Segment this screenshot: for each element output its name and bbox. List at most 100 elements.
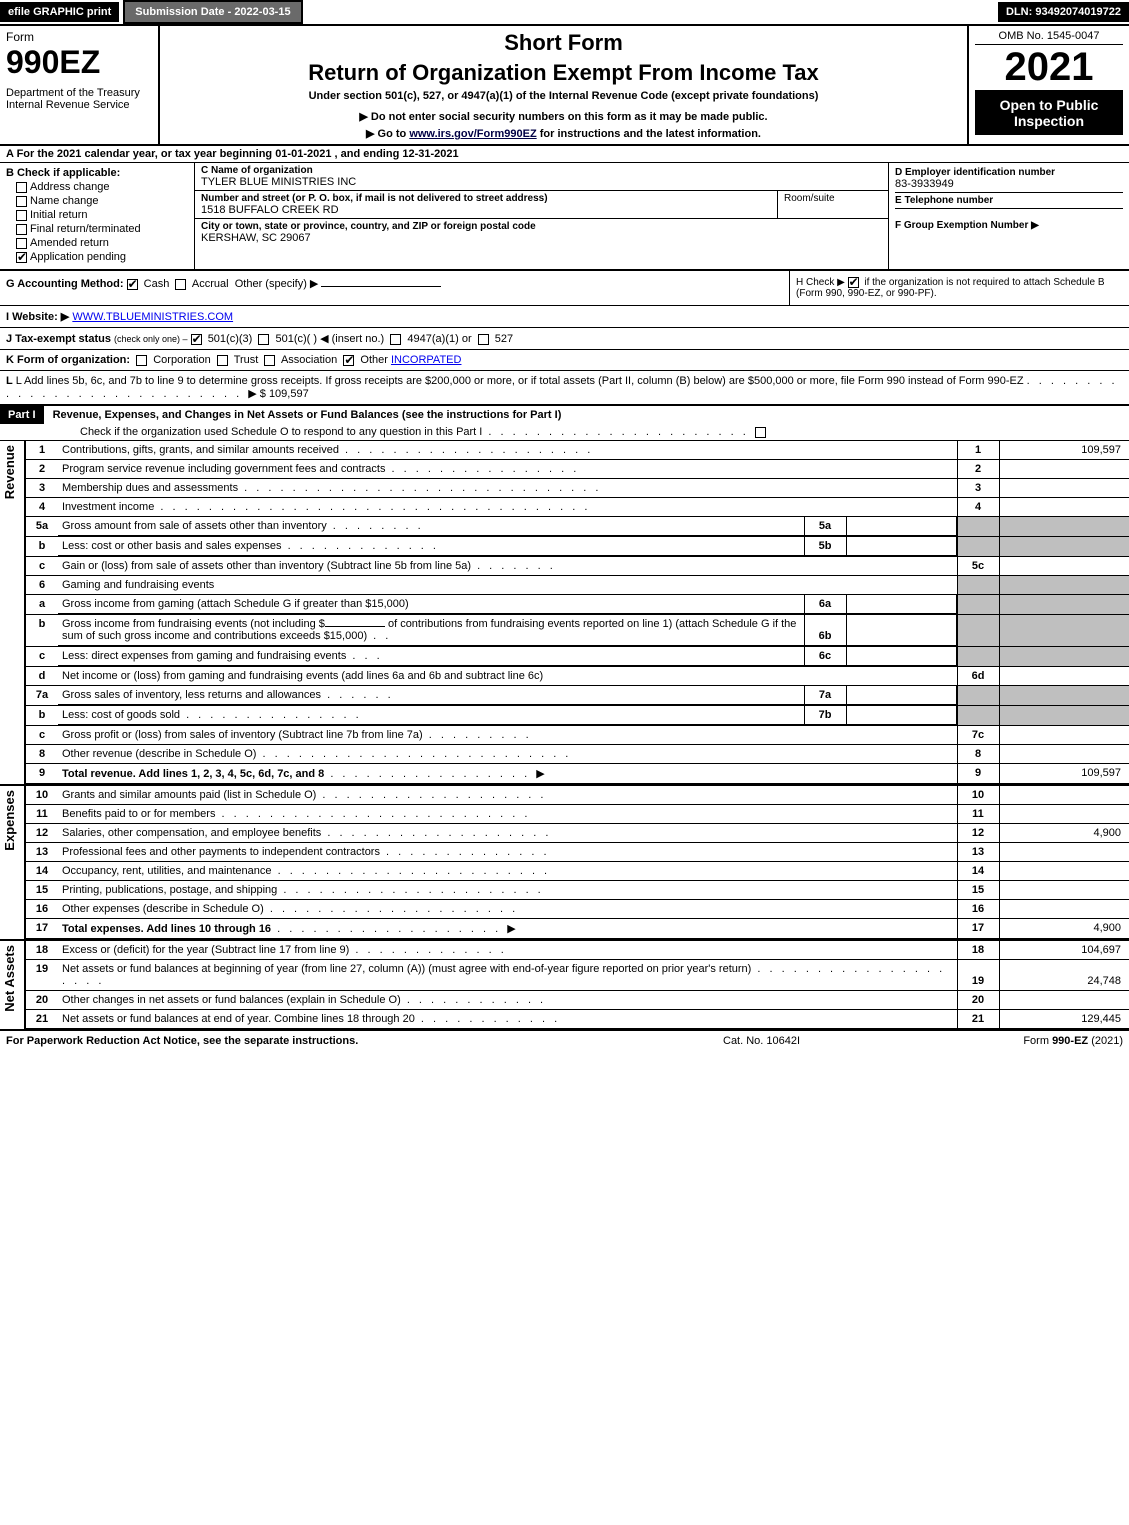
- line-7c: cGross profit or (loss) from sales of in…: [26, 726, 1129, 745]
- part1-checkline: Check if the organization used Schedule …: [0, 424, 1129, 440]
- part1-title: Revenue, Expenses, and Changes in Net As…: [47, 406, 568, 424]
- header-left: Form 990EZ Department of the Treasury In…: [0, 26, 160, 144]
- box-def: D Employer identification number 83-3933…: [889, 163, 1129, 269]
- form-subtitle: Under section 501(c), 527, or 4947(a)(1)…: [168, 90, 959, 102]
- note-goto-suffix: for instructions and the latest informat…: [537, 128, 761, 140]
- box-c: C Name of organization TYLER BLUE MINIST…: [195, 163, 889, 269]
- org-name: TYLER BLUE MINISTRIES INC: [201, 176, 882, 188]
- city-row: City or town, state or province, country…: [195, 219, 888, 246]
- line-l-text: L Add lines 5b, 6c, and 7b to line 9 to …: [16, 375, 1024, 387]
- line-a: A For the 2021 calendar year, or tax yea…: [0, 146, 1129, 163]
- line-7a: 7aGross sales of inventory, less returns…: [26, 686, 1129, 706]
- cb-501c3[interactable]: [191, 334, 202, 345]
- line-l-value: $ 109,597: [260, 388, 309, 400]
- line-10: 10Grants and similar amounts paid (list …: [26, 786, 1129, 805]
- cb-application-pending[interactable]: Application pending: [16, 251, 188, 263]
- cb-schedule-o-part1[interactable]: [755, 427, 766, 438]
- netassets-vertical-label: Net Assets: [0, 941, 26, 1029]
- line-13: 13Professional fees and other payments t…: [26, 843, 1129, 862]
- revenue-vertical-label: Revenue: [0, 441, 26, 784]
- line-18: 18Excess or (deficit) for the year (Subt…: [26, 941, 1129, 960]
- note-goto-prefix: ▶ Go to: [366, 128, 409, 140]
- irs-link[interactable]: www.irs.gov/Form990EZ: [409, 128, 536, 140]
- line-2: 2Program service revenue including gover…: [26, 460, 1129, 479]
- line-5a: 5aGross amount from sale of assets other…: [26, 517, 1129, 537]
- cb-name-change[interactable]: Name change: [16, 195, 188, 207]
- page-footer: For Paperwork Reduction Act Notice, see …: [0, 1031, 1129, 1051]
- line-1: 1Contributions, gifts, grants, and simil…: [26, 441, 1129, 460]
- part1-header: Part I Revenue, Expenses, and Changes in…: [0, 404, 1129, 441]
- cb-association[interactable]: [264, 355, 275, 366]
- line-12: 12Salaries, other compensation, and empl…: [26, 824, 1129, 843]
- line-11: 11Benefits paid to or for members . . . …: [26, 805, 1129, 824]
- box-b-label: B Check if applicable:: [6, 167, 188, 179]
- open-to-public: Open to Public Inspection: [975, 91, 1123, 135]
- cb-accrual[interactable]: [175, 279, 186, 290]
- form-header: Form 990EZ Department of the Treasury In…: [0, 26, 1129, 146]
- line-21: 21Net assets or fund balances at end of …: [26, 1010, 1129, 1029]
- street-value: 1518 BUFFALO CREEK RD: [201, 204, 771, 216]
- note-goto: ▶ Go to www.irs.gov/Form990EZ for instru…: [168, 127, 959, 140]
- other-org-value[interactable]: INCORPATED: [391, 354, 462, 366]
- website-label: I Website: ▶: [6, 311, 69, 323]
- cb-other-org[interactable]: [343, 355, 354, 366]
- short-form-title: Short Form: [168, 30, 959, 56]
- line-4: 4Investment income . . . . . . . . . . .…: [26, 498, 1129, 517]
- cb-trust[interactable]: [217, 355, 228, 366]
- box-f: F Group Exemption Number ▶: [895, 209, 1123, 231]
- footer-left: For Paperwork Reduction Act Notice, see …: [6, 1035, 723, 1047]
- line-20: 20Other changes in net assets or fund ba…: [26, 991, 1129, 1010]
- cb-amended-return[interactable]: Amended return: [16, 237, 188, 249]
- cb-schedule-b[interactable]: [848, 277, 859, 288]
- cb-initial-return[interactable]: Initial return: [16, 209, 188, 221]
- submission-date: Submission Date - 2022-03-15: [123, 0, 302, 24]
- line-6b: bGross income from fundraising events (n…: [26, 615, 1129, 647]
- line-k: K Form of organization: Corporation Trus…: [0, 350, 1129, 371]
- cb-final-return[interactable]: Final return/terminated: [16, 223, 188, 235]
- street-row: Number and street (or P. O. box, if mail…: [195, 191, 888, 219]
- line-6c: cLess: direct expenses from gaming and f…: [26, 647, 1129, 667]
- revenue-table: 1Contributions, gifts, grants, and simil…: [26, 441, 1129, 784]
- other-method-input[interactable]: [321, 286, 441, 287]
- cb-4947[interactable]: [390, 334, 401, 345]
- line-5b: bLess: cost or other basis and sales exp…: [26, 537, 1129, 557]
- revenue-section: Revenue 1Contributions, gifts, grants, a…: [0, 441, 1129, 786]
- street-label: Number and street (or P. O. box, if mail…: [201, 193, 771, 204]
- line-h: H Check ▶ if the organization is not req…: [789, 271, 1129, 305]
- line-6a: aGross income from gaming (attach Schedu…: [26, 595, 1129, 615]
- line-16: 16Other expenses (describe in Schedule O…: [26, 900, 1129, 919]
- line-j: J Tax-exempt status (check only one) – 5…: [0, 328, 1129, 350]
- line-7b: bLess: cost of goods sold . . . . . . . …: [26, 706, 1129, 726]
- form-title: Return of Organization Exempt From Incom…: [168, 60, 959, 86]
- cb-address-change[interactable]: Address change: [16, 181, 188, 193]
- efile-label[interactable]: efile GRAPHIC print: [0, 2, 119, 22]
- footer-center: Cat. No. 10642I: [723, 1035, 923, 1047]
- ein-label: D Employer identification number: [895, 167, 1123, 178]
- expenses-table: 10Grants and similar amounts paid (list …: [26, 786, 1129, 939]
- line-17: 17Total expenses. Add lines 10 through 1…: [26, 919, 1129, 939]
- line-19: 19Net assets or fund balances at beginni…: [26, 960, 1129, 991]
- org-name-row: C Name of organization TYLER BLUE MINIST…: [195, 163, 888, 191]
- cb-527[interactable]: [478, 334, 489, 345]
- line-14: 14Occupancy, rent, utilities, and mainte…: [26, 862, 1129, 881]
- city-value: KERSHAW, SC 29067: [201, 232, 882, 244]
- box-b: B Check if applicable: Address change Na…: [0, 163, 195, 269]
- line-6: 6Gaming and fundraising events: [26, 576, 1129, 595]
- cb-cash[interactable]: [127, 279, 138, 290]
- line-k-label: K Form of organization:: [6, 354, 130, 366]
- footer-right: Form 990-EZ (2021): [923, 1035, 1123, 1047]
- line-l: L L Add lines 5b, 6c, and 7b to line 9 t…: [0, 371, 1129, 404]
- entity-block: B Check if applicable: Address change Na…: [0, 163, 1129, 271]
- top-bar: efile GRAPHIC print Submission Date - 20…: [0, 0, 1129, 26]
- cb-corporation[interactable]: [136, 355, 147, 366]
- line-3: 3Membership dues and assessments . . . .…: [26, 479, 1129, 498]
- form-word: Form: [6, 30, 152, 44]
- website-link[interactable]: WWW.TBLUEMINISTRIES.COM: [72, 311, 233, 323]
- tax-year: 2021: [975, 45, 1123, 91]
- row-gh: G Accounting Method: Cash Accrual Other …: [0, 271, 1129, 306]
- form-number: 990EZ: [6, 44, 152, 81]
- group-label: F Group Exemption Number ▶: [895, 220, 1039, 231]
- header-right: OMB No. 1545-0047 2021 Open to Public In…: [969, 26, 1129, 144]
- cb-501c[interactable]: [258, 334, 269, 345]
- box-e: E Telephone number: [895, 193, 1123, 209]
